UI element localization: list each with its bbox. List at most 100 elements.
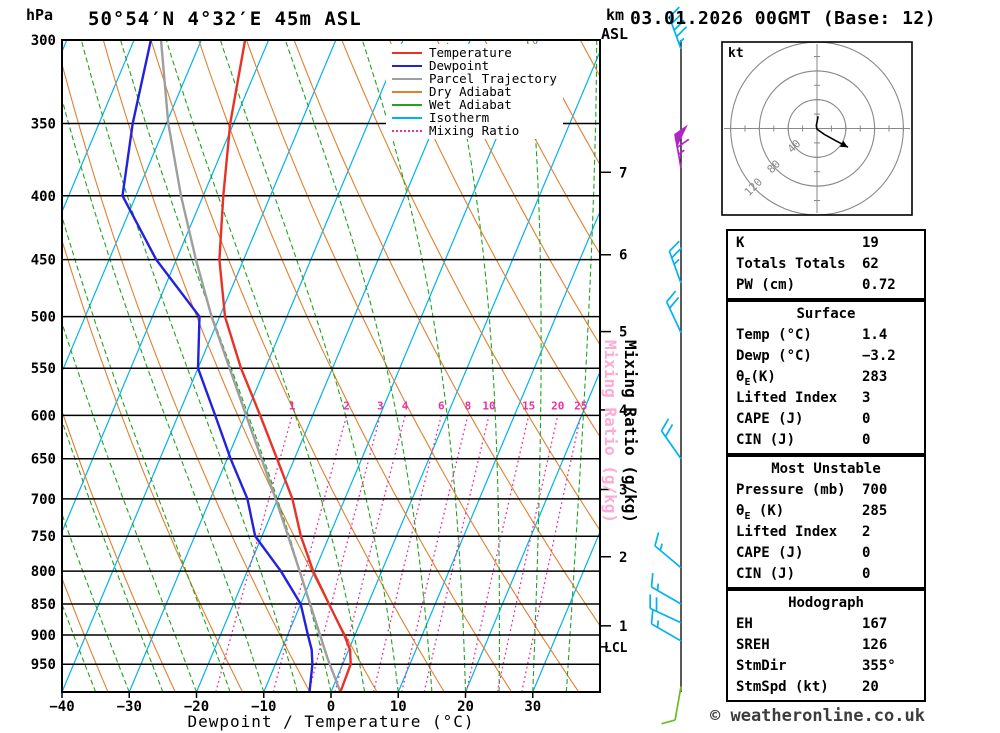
- table-row: StmSpd (kt) 20: [728, 677, 924, 698]
- svg-text:10: 10: [482, 399, 495, 412]
- wind-barb: [668, 6, 688, 50]
- km-axis: 7 6 5 4 3 2 1: [600, 165, 627, 635]
- table-row-label: SREH: [736, 637, 770, 653]
- wind-barbs: [649, 6, 690, 725]
- table-row: CAPE (J) 0: [728, 409, 924, 430]
- svg-text:950: 950: [31, 657, 56, 673]
- copyright: © weatheronline.co.uk: [710, 706, 925, 726]
- table-row-value: 355°: [862, 658, 896, 674]
- table-row-label: CIN (J): [736, 432, 796, 448]
- table-row-label: Dewp (°C): [736, 348, 812, 364]
- table-row-value: 285: [862, 503, 888, 519]
- legend-item: Dry Adiabat: [392, 84, 557, 99]
- table-row-value: 0: [862, 411, 871, 427]
- table-row-value: 0: [862, 545, 871, 561]
- svg-text:7: 7: [619, 165, 627, 181]
- table-row: SREH 126: [728, 635, 924, 656]
- svg-text:700: 700: [31, 492, 56, 508]
- table-row-value: 0.72: [862, 277, 896, 293]
- table-row-label: Temp (°C): [736, 327, 812, 343]
- legend-line-sample: [392, 90, 422, 93]
- legend-label: Temperature: [429, 45, 512, 60]
- table-row-value: 2: [862, 524, 871, 540]
- svg-text:−10: −10: [251, 699, 276, 715]
- legend-line-sample: [392, 103, 422, 106]
- table-row-label: Pressure (mb): [736, 482, 846, 498]
- table-row-value: −3.2: [862, 348, 896, 364]
- temp-axis-labels: −40 −30 −20 −10 0 10 20 30: [49, 692, 541, 715]
- table-row: EH 167: [728, 614, 924, 635]
- legend-line-sample: [392, 116, 422, 119]
- wind-barb: [654, 532, 682, 569]
- mixing-ratio-labels: 1 2 3 4 6 8 10 15 20 25: [289, 399, 588, 412]
- stats-table-indices: K 19 Totals Totals 62 PW (cm) 0.72: [726, 229, 926, 300]
- table-row-label: CAPE (J): [736, 411, 804, 427]
- stats-table-most_unstable: Most Unstable Pressure (mb) 700 θE (K) 285 Li…: [726, 455, 926, 589]
- dewpoint-curve: [121, 40, 314, 692]
- svg-text:0: 0: [327, 699, 335, 715]
- wind-barb: [661, 686, 682, 725]
- table-row-label: Lifted Index: [736, 524, 838, 540]
- wind-barb: [665, 290, 682, 333]
- svg-text:800: 800: [31, 564, 56, 580]
- table-row-label: PW (cm): [736, 277, 796, 293]
- table-row-label: θE (K): [736, 503, 785, 522]
- svg-text:300: 300: [31, 33, 56, 49]
- mixing-ratio-axis-label-pink: Mixing Ratio (g/kg): [601, 340, 620, 524]
- svg-text:2: 2: [619, 550, 627, 566]
- legend-item: Dewpoint: [392, 58, 557, 73]
- legend-line-sample: [392, 129, 422, 132]
- svg-text:900: 900: [31, 628, 56, 644]
- table-row-label: StmDir: [736, 658, 787, 674]
- altitude-unit-km-label: km: [606, 6, 625, 24]
- table-row-label: K: [736, 235, 745, 251]
- temperature-curve: [218, 40, 352, 692]
- table-row: Totals Totals 62: [728, 254, 924, 275]
- hodograph-border: [721, 41, 913, 216]
- table-row-value: 700: [862, 482, 888, 498]
- legend-item: Parcel Trajectory: [392, 71, 557, 86]
- table-row-value: 0: [862, 566, 871, 582]
- svg-text:750: 750: [31, 529, 56, 545]
- table-title: Most Unstable: [771, 461, 881, 477]
- stats-table-hodograph: Hodograph EH 167 SREH 126 StmDir 355° StmSpd (k…: [726, 589, 926, 702]
- table-row: Lifted Index 3: [728, 388, 924, 409]
- wind-barb: [650, 572, 682, 605]
- table-title: Surface: [796, 306, 856, 322]
- table-row: Temp (°C) 1.4: [728, 325, 924, 346]
- table-row-label: EH: [736, 616, 753, 632]
- svg-text:3: 3: [619, 482, 627, 498]
- svg-text:15: 15: [522, 399, 535, 412]
- legend-label: Dry Adiabat: [429, 84, 512, 99]
- table-row-value: 1.4: [862, 327, 888, 343]
- table-row-value: 19: [862, 235, 879, 251]
- table-row-label: StmSpd (kt): [736, 679, 829, 695]
- stats-tables: K 19 Totals Totals 62 PW (cm) 0.72 Surface Temp…: [726, 229, 926, 702]
- table-row-label: CAPE (J): [736, 545, 804, 561]
- table-row: PW (cm) 0.72: [728, 275, 924, 296]
- svg-text:600: 600: [31, 408, 56, 424]
- table-row-value: 62: [862, 256, 879, 272]
- svg-text:10: 10: [390, 699, 407, 715]
- table-row-label: CIN (J): [736, 566, 796, 582]
- legend-item: Mixing Ratio: [392, 123, 557, 138]
- table-row: Dewp (°C) −3.2: [728, 346, 924, 367]
- pressure-unit-label: hPa: [26, 6, 54, 24]
- table-row-value: 126: [862, 637, 888, 653]
- station-title: 50°54′N 4°32′E 45m ASL: [88, 8, 362, 30]
- table-row-value: 283: [862, 369, 888, 385]
- legend-label: Parcel Trajectory: [429, 71, 557, 86]
- lcl-label: LCL: [604, 641, 628, 656]
- table-row: CAPE (J) 0: [728, 543, 924, 564]
- svg-text:8: 8: [465, 399, 472, 412]
- svg-text:350: 350: [31, 116, 56, 132]
- svg-text:400: 400: [31, 189, 56, 205]
- svg-text:650: 650: [31, 452, 56, 468]
- parcel-trajectory-curve: [159, 40, 342, 692]
- svg-text:−20: −20: [184, 699, 209, 715]
- svg-text:450: 450: [31, 253, 56, 269]
- svg-text:1: 1: [289, 399, 296, 412]
- hodograph-trace: [815, 116, 849, 148]
